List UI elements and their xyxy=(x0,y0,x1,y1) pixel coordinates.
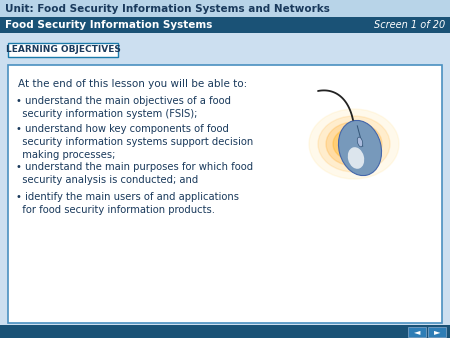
Bar xyxy=(0,325,450,338)
Ellipse shape xyxy=(348,147,364,169)
Text: • understand the main objectives of a food
  security information system (FSIS);: • understand the main objectives of a fo… xyxy=(16,96,231,119)
Text: Unit: Food Security Information Systems and Networks: Unit: Food Security Information Systems … xyxy=(5,3,330,14)
Bar xyxy=(428,327,446,337)
Bar xyxy=(408,327,426,337)
Text: • identify the main users of and applications
  for food security information pr: • identify the main users of and applica… xyxy=(16,192,239,215)
Ellipse shape xyxy=(338,120,382,175)
Text: ◄: ◄ xyxy=(414,327,420,336)
Text: Screen 1 of 20: Screen 1 of 20 xyxy=(374,20,445,30)
Text: At the end of this lesson you will be able to:: At the end of this lesson you will be ab… xyxy=(18,79,247,89)
Ellipse shape xyxy=(333,127,375,161)
Bar xyxy=(0,0,450,17)
Ellipse shape xyxy=(309,109,399,179)
Text: LEARNING OBJECTIVES: LEARNING OBJECTIVES xyxy=(5,46,121,54)
Bar xyxy=(8,43,118,57)
Text: ►: ► xyxy=(434,327,440,336)
Text: Food Security Information Systems: Food Security Information Systems xyxy=(5,20,212,30)
Bar xyxy=(8,65,442,323)
Bar xyxy=(0,17,450,33)
Ellipse shape xyxy=(339,132,369,155)
Text: • understand how key components of food
  security information systems support d: • understand how key components of food … xyxy=(16,124,253,161)
Text: • understand the main purposes for which food
  security analysis is conducted; : • understand the main purposes for which… xyxy=(16,162,253,185)
Ellipse shape xyxy=(318,116,390,172)
Ellipse shape xyxy=(326,122,382,166)
Ellipse shape xyxy=(357,137,363,147)
